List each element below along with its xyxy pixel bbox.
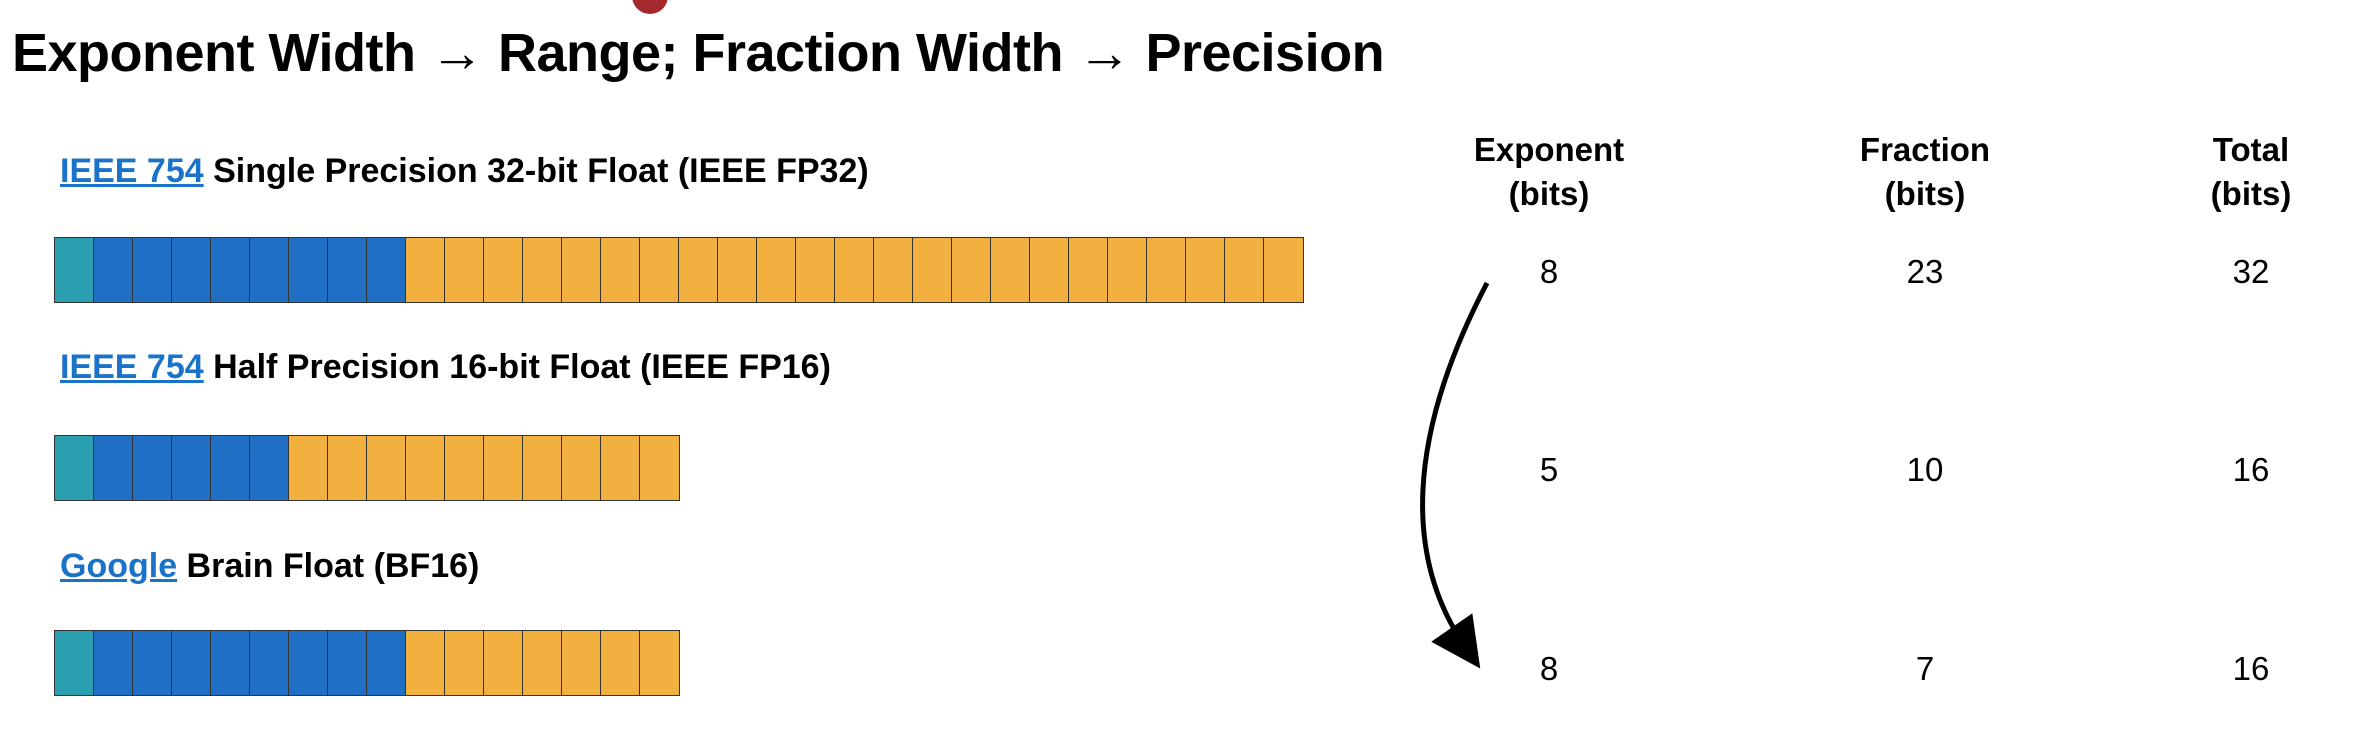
fraction-bit-cell bbox=[562, 238, 601, 302]
exponent-bit-cell bbox=[172, 238, 211, 302]
fraction-bit-cell bbox=[289, 436, 328, 500]
header-line: Exponent bbox=[1473, 131, 1625, 168]
exponent-bit-cell bbox=[250, 238, 289, 302]
exponent-bit-cell bbox=[172, 436, 211, 500]
format-name: Brain Float (BF16) bbox=[177, 547, 480, 585]
fraction-bit-cell bbox=[445, 436, 484, 500]
fraction-bit-cell bbox=[484, 631, 523, 695]
header-line: Fraction bbox=[1859, 131, 1991, 168]
fp16-total: 16 bbox=[2232, 451, 2270, 488]
fraction-bit-cell bbox=[1030, 238, 1069, 302]
exponent-bit-cell bbox=[328, 238, 367, 302]
fraction-bit-cell bbox=[523, 436, 562, 500]
exponent-bit-cell bbox=[367, 238, 406, 302]
fraction-bit-cell bbox=[406, 631, 445, 695]
exponent-bit-cell bbox=[328, 631, 367, 695]
fraction-bit-cell bbox=[601, 436, 640, 500]
format-label-fp32: IEEE 754 Single Precision 32-bit Float (… bbox=[60, 152, 869, 191]
header-line: Total bbox=[2212, 131, 2290, 168]
header-line: (bits) bbox=[1884, 175, 1966, 212]
fraction-bit-cell bbox=[445, 238, 484, 302]
bf16-fraction: 7 bbox=[1915, 650, 1935, 687]
exponent-bit-cell bbox=[211, 238, 250, 302]
bf16-exponent: 8 bbox=[1539, 650, 1559, 687]
google-link[interactable]: Google bbox=[60, 547, 178, 585]
exponent-bit-cell bbox=[172, 631, 211, 695]
accent-dot bbox=[632, 0, 668, 14]
fraction-bit-cell bbox=[562, 631, 601, 695]
sign-bit-cell bbox=[55, 436, 94, 500]
exponent-bit-cell bbox=[250, 631, 289, 695]
fraction-bit-cell bbox=[328, 436, 367, 500]
exponent-bit-cell bbox=[289, 238, 328, 302]
fraction-bit-cell bbox=[757, 238, 796, 302]
fraction-bit-cell bbox=[406, 436, 445, 500]
exponent-bit-cell bbox=[250, 436, 289, 500]
fp32-total: 32 bbox=[2232, 253, 2270, 290]
fraction-bit-cell bbox=[913, 238, 952, 302]
format-name: Half Precision 16-bit Float (IEEE FP16) bbox=[203, 348, 831, 386]
fraction-bit-cell bbox=[1225, 238, 1264, 302]
fraction-bit-cell bbox=[601, 238, 640, 302]
format-name: Single Precision 32-bit Float (IEEE FP32… bbox=[203, 152, 869, 190]
fraction-bit-cell bbox=[1108, 238, 1147, 302]
fraction-bit-cell bbox=[406, 238, 445, 302]
header-fraction: Fraction (bits) bbox=[1860, 128, 1990, 216]
exponent-bit-cell bbox=[211, 631, 250, 695]
header-line: (bits) bbox=[1508, 175, 1590, 212]
sign-bit-cell bbox=[55, 238, 94, 302]
fraction-bit-cell bbox=[835, 238, 874, 302]
fraction-bit-cell bbox=[562, 436, 601, 500]
fraction-bit-cell bbox=[991, 238, 1030, 302]
exponent-bit-cell bbox=[133, 436, 172, 500]
exponent-bit-cell bbox=[94, 631, 133, 695]
format-label-fp16: IEEE 754 Half Precision 16-bit Float (IE… bbox=[60, 348, 831, 387]
fraction-bit-cell bbox=[367, 436, 406, 500]
fraction-bit-cell bbox=[1186, 238, 1225, 302]
fraction-bit-cell bbox=[445, 631, 484, 695]
header-total: Total (bits) bbox=[2211, 128, 2292, 216]
fp32-exponent: 8 bbox=[1539, 253, 1559, 290]
fraction-bit-cell bbox=[640, 631, 679, 695]
fraction-bit-cell bbox=[640, 436, 679, 500]
fp32-fraction: 23 bbox=[1906, 253, 1944, 290]
fp16-exponent: 5 bbox=[1539, 451, 1559, 488]
fraction-bit-cell bbox=[679, 238, 718, 302]
fraction-bit-cell bbox=[523, 631, 562, 695]
format-label-bf16: Google Brain Float (BF16) bbox=[60, 547, 479, 586]
exponent-bit-cell bbox=[94, 238, 133, 302]
fraction-bit-cell bbox=[523, 238, 562, 302]
header-exponent: Exponent (bits) bbox=[1474, 128, 1624, 216]
exponent-bit-cell bbox=[133, 238, 172, 302]
fraction-bit-cell bbox=[952, 238, 991, 302]
exponent-bit-cell bbox=[94, 436, 133, 500]
fraction-bit-cell bbox=[484, 436, 523, 500]
ieee754-link[interactable]: IEEE 754 bbox=[60, 348, 204, 386]
fraction-bit-cell bbox=[874, 238, 913, 302]
fraction-bit-cell bbox=[718, 238, 757, 302]
fraction-bit-cell bbox=[1069, 238, 1108, 302]
fraction-bit-cell bbox=[1147, 238, 1186, 302]
exponent-bit-cell bbox=[133, 631, 172, 695]
fraction-bit-cell bbox=[1264, 238, 1303, 302]
exponent-bit-cell bbox=[289, 631, 328, 695]
fraction-bit-cell bbox=[601, 631, 640, 695]
bit-bar-fp16 bbox=[54, 435, 680, 501]
fp16-fraction: 10 bbox=[1906, 451, 1944, 488]
sign-bit-cell bbox=[55, 631, 94, 695]
fraction-bit-cell bbox=[484, 238, 523, 302]
exponent-bit-cell bbox=[211, 436, 250, 500]
ieee754-link[interactable]: IEEE 754 bbox=[60, 152, 204, 190]
bit-bar-fp32 bbox=[54, 237, 1304, 303]
exponent-bit-cell bbox=[367, 631, 406, 695]
bit-bar-bf16 bbox=[54, 630, 680, 696]
fraction-bit-cell bbox=[640, 238, 679, 302]
fraction-bit-cell bbox=[796, 238, 835, 302]
bf16-total: 16 bbox=[2232, 650, 2270, 687]
header-line: (bits) bbox=[2210, 175, 2292, 212]
page-title: Exponent Width → Range; Fraction Width →… bbox=[12, 23, 1385, 83]
